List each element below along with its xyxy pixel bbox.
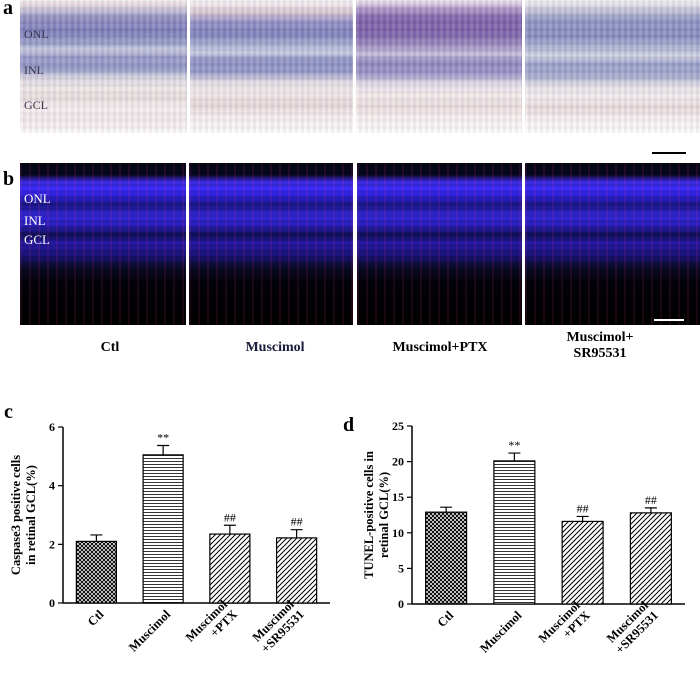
y-tick-label: 2	[49, 537, 55, 551]
histology-row: ONL INL GCL	[20, 0, 700, 154]
histology-panel-muscimol	[190, 0, 353, 133]
error-bar	[576, 515, 589, 522]
y-tick-label: 20	[392, 455, 404, 469]
category-label: Muscimol+PTX	[183, 597, 240, 645]
y-tick-label: 25	[392, 419, 404, 433]
histo-gcl-label: GCL	[24, 98, 48, 112]
error-bar	[644, 507, 657, 513]
fluor-scale-bar	[654, 319, 684, 321]
category-label: Ctl	[435, 608, 457, 630]
category-label: Muscimol	[126, 607, 174, 655]
bar	[561, 520, 604, 605]
chart-caspase3: 0 2 4 6 Caspase3 positive cells in retinal GC…	[9, 420, 330, 656]
error-bar	[440, 506, 453, 513]
panel-letter-a: a	[3, 0, 13, 19]
significance-label: ##	[577, 501, 589, 515]
histo-scale-bar	[652, 152, 686, 154]
panel-letter-c: c	[4, 401, 13, 423]
category-label: Ctl	[85, 607, 107, 629]
y-tick-label: 5	[398, 561, 404, 575]
fluorescence-panel-muscimol-ptx	[357, 163, 522, 325]
category-label: Muscimol+SR95531	[604, 598, 661, 657]
bar	[142, 454, 184, 604]
fluor-gcl-label: GCL	[24, 232, 50, 247]
y-axis-label: TUNEL-positive cells in	[362, 451, 376, 579]
histo-onl-label: ONL	[24, 27, 49, 41]
y-axis-label: Caspase3 positive cells	[9, 455, 23, 575]
y-axis-label: in retinal GCL(%)	[24, 465, 38, 565]
bar	[75, 540, 117, 604]
panel-letter-d: d	[343, 414, 355, 436]
group-label-muscimol-sr95531: Muscimol+ SR95531	[566, 330, 634, 361]
bar	[209, 533, 251, 604]
fluor-inl-label: INL	[24, 213, 46, 228]
y-tick-label: 0	[49, 596, 55, 610]
category-label: Muscimol	[477, 608, 525, 656]
histology-panel-muscimol-sr95531	[525, 0, 700, 133]
fluorescence-panel-muscimol	[189, 163, 353, 325]
histology-panel-ctl	[20, 0, 187, 133]
significance-label: **	[157, 430, 169, 444]
category-label-line: Muscimol	[126, 607, 174, 655]
y-tick-label: 4	[49, 479, 55, 493]
significance-label: ##	[645, 493, 657, 507]
category-label: Muscimol+PTX	[536, 598, 593, 646]
category-label: Muscimol+SR95531	[250, 597, 307, 656]
panel-letter-b: b	[3, 168, 15, 190]
bar	[493, 460, 536, 605]
histo-inl-label: INL	[24, 63, 44, 77]
error-bar	[90, 534, 103, 542]
y-tick-label: 0	[398, 597, 404, 611]
bar	[425, 511, 468, 605]
category-label-line: Muscimol	[477, 608, 525, 656]
fluor-onl-label: ONL	[24, 191, 51, 206]
error-bar	[290, 529, 303, 538]
error-bar	[508, 452, 521, 461]
bar	[276, 537, 318, 604]
error-bar	[157, 444, 170, 455]
group-label-ctl: Ctl	[100, 340, 120, 355]
bar	[629, 512, 672, 605]
significance-label: ##	[291, 515, 303, 529]
y-tick-label: 15	[392, 490, 404, 504]
chart-tunel: 0 5 10 15 20 25 TUNEL-positive cells in retinal…	[362, 419, 685, 657]
histology-panel-muscimol-ptx	[356, 0, 522, 133]
error-bar	[223, 524, 236, 535]
significance-label: **	[508, 438, 520, 452]
significance-label: ##	[224, 510, 236, 524]
y-tick-label: 6	[49, 420, 55, 434]
group-label-muscimol: Muscimol	[245, 340, 305, 355]
y-tick-label: 10	[392, 526, 404, 540]
fluorescence-row: ONL INL GCL	[20, 163, 700, 325]
fluorescence-panel-muscimol-sr95531	[525, 163, 700, 325]
category-label-line: Ctl	[435, 608, 457, 630]
y-axis-label: retinal GCL(%)	[377, 472, 391, 558]
group-label-muscimol-ptx: Muscimol+PTX	[392, 340, 488, 355]
category-label-line: Ctl	[85, 607, 107, 629]
fluorescence-panel-ctl	[20, 163, 186, 325]
